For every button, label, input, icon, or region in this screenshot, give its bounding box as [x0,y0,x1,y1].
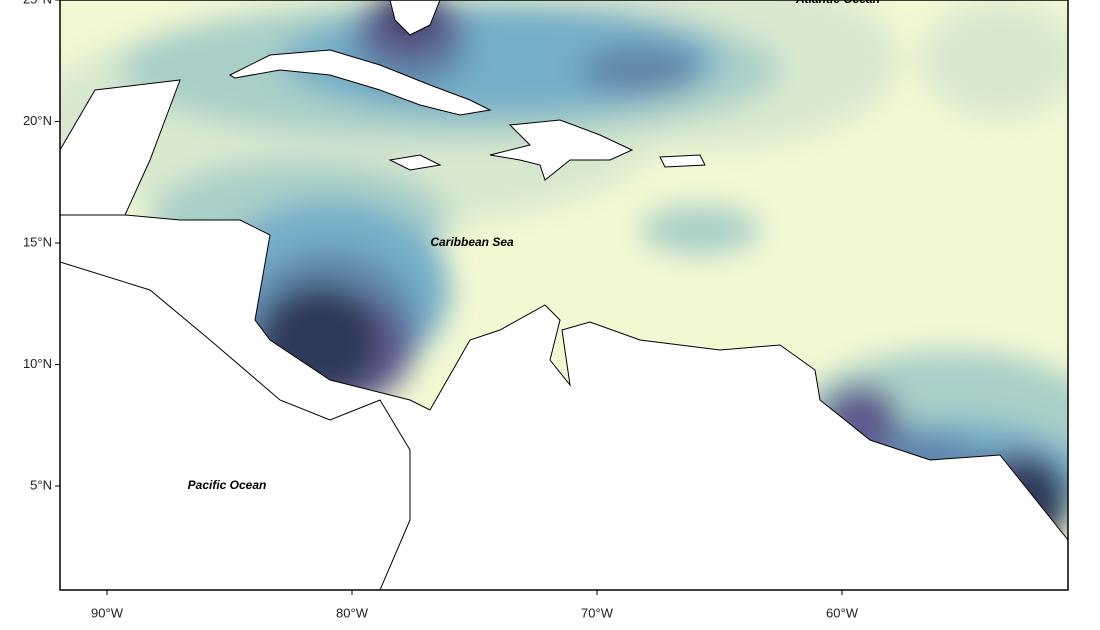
place-label: Pacific Ocean [188,478,267,492]
mainland [60,214,1068,590]
place-label: Atlantic Ocean [795,0,880,6]
lat-label: 10°N [23,356,52,371]
place-label: Caribbean Sea [430,235,514,249]
island [489,119,634,181]
lat-label: 20°N [23,113,52,128]
lat-label: 15°N [23,234,52,249]
island [659,154,706,168]
lat-label: 25°N [23,0,52,6]
contour-field [60,0,1068,590]
island [228,49,492,116]
lon-label: 60°W [826,605,859,620]
lon-label: 70°W [581,605,614,620]
coastline [60,261,411,590]
lat-label: 5°N [30,477,52,492]
labels: 25°N 20°N 15°N 10°N 5°N 90°W 80°W 70°W 60°W Atlan… [23,0,880,620]
lon-label: 90°W [91,605,124,620]
island [388,154,442,171]
lon-label: 80°W [336,605,369,620]
island [389,0,441,36]
frame [59,0,1069,591]
